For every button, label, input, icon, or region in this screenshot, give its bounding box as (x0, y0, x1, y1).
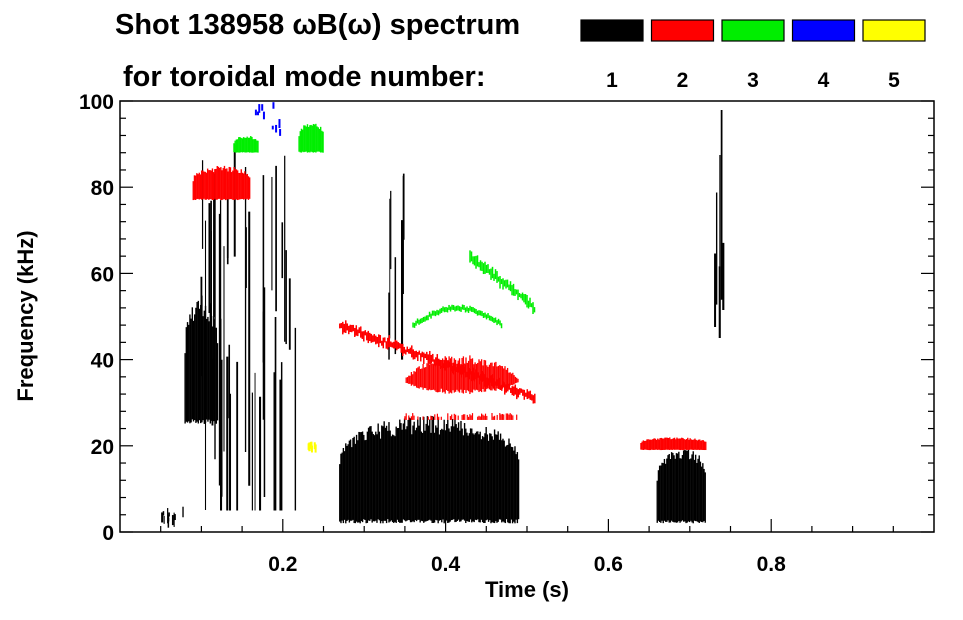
y-tick-label: 20 (91, 436, 114, 459)
y-tick-label: 40 (91, 350, 114, 373)
mode-1-patch (339, 416, 520, 524)
y-axis-label: Frequency (kHz) (13, 230, 38, 401)
mode-3-arc (412, 304, 503, 329)
legend-swatch-4 (791, 19, 856, 42)
mode-2-band (404, 355, 519, 420)
x-axis-label: Time (s) (485, 577, 569, 602)
mode-1-patch (656, 449, 706, 524)
y-tick-label: 60 (91, 263, 114, 286)
x-tick-label: 0.8 (757, 553, 787, 576)
plot-frame (119, 100, 935, 533)
legend-label-1: 1 (606, 69, 618, 92)
mode-1-streaks (200, 144, 297, 511)
legend-label-5: 5 (888, 69, 900, 92)
legend-label-4: 4 (818, 69, 830, 92)
mode-3-chirp (469, 250, 536, 315)
mode-2-patch (640, 437, 707, 451)
legend-swatch-3 (721, 19, 785, 42)
mode-3-patch (233, 136, 259, 153)
mode-1-streaks (161, 506, 184, 528)
chart-title-line2: for toroidal mode number: (123, 61, 486, 93)
y-tick-label: 100 (79, 91, 114, 114)
x-tick-label: 0.2 (268, 553, 297, 576)
y-tick-label: 0 (102, 522, 114, 545)
legend-swatch-1 (580, 19, 644, 42)
legend-label-2: 2 (677, 69, 689, 92)
mode-4-points (254, 102, 282, 136)
x-tick-label: 0.4 (431, 553, 461, 576)
legend-swatch-2 (650, 19, 715, 42)
mode-2-patch (192, 165, 251, 201)
mode-5-points (307, 441, 317, 453)
axis-ticks: 0 20 40 60 80 100 0.2 0.4 0.6 0.8 (79, 91, 934, 576)
mode-3-patch (298, 123, 324, 153)
chart-title-line1: Shot 138958 ωB(ω) spectrum (115, 9, 520, 41)
legend-swatch-5 (862, 19, 926, 42)
mode-1-streaks (388, 173, 405, 360)
legend-label-3: 3 (747, 69, 759, 92)
x-tick-label: 0.6 (594, 553, 623, 576)
y-tick-label: 80 (91, 177, 114, 200)
legend: 1 2 3 4 5 (580, 19, 926, 92)
spectrogram-data (161, 102, 725, 528)
mode-1-streaks (714, 110, 725, 339)
